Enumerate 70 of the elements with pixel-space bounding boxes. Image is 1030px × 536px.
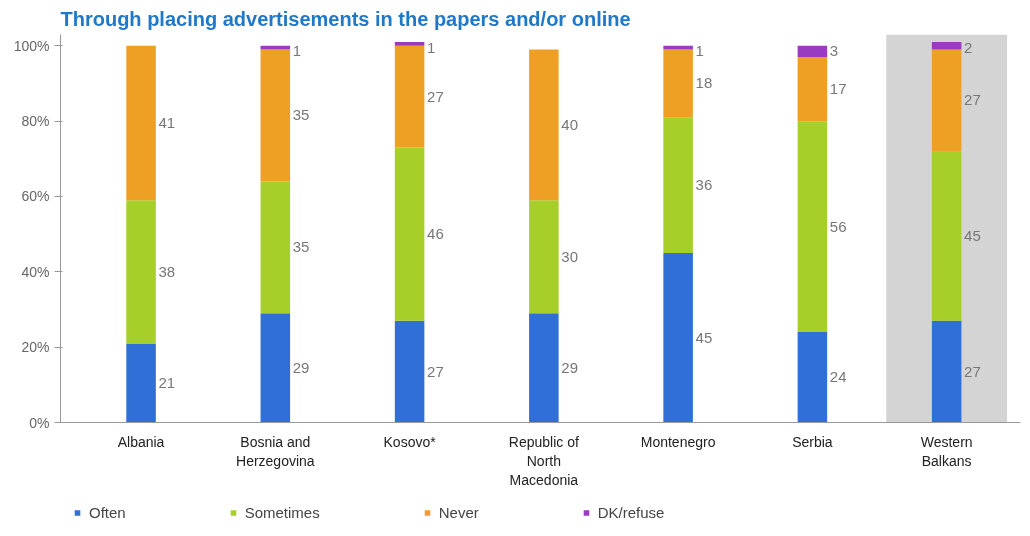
legend-label: DK/refuse: [597, 503, 665, 521]
chart-title: Through placing advertisements in the papers and/or online: [60, 7, 631, 30]
data-label: 1: [292, 42, 302, 60]
data-label: 29: [561, 358, 578, 376]
data-label: 18: [695, 74, 713, 92]
bar: [529, 313, 559, 423]
x-tick-label: Montenegro: [640, 433, 716, 450]
legend-label: Often: [89, 503, 126, 521]
bar: [931, 151, 962, 321]
bar: [931, 320, 962, 423]
bar: [663, 49, 693, 118]
data-label: 3: [829, 42, 839, 60]
bar: [797, 121, 828, 333]
data-label: 38: [158, 262, 176, 280]
bar: [394, 45, 425, 148]
bar: [394, 147, 425, 321]
y-tick-label: 60%: [21, 188, 50, 205]
bar: [797, 45, 828, 58]
bar: [260, 45, 291, 50]
y-tick-label: 40%: [21, 263, 50, 280]
bar: [529, 49, 559, 201]
legend-label: Sometimes: [244, 503, 320, 521]
data-label: 36: [695, 176, 713, 194]
x-tick-label: Western Balkans: [920, 433, 973, 469]
bar: [126, 343, 156, 423]
bar: [126, 200, 156, 344]
x-tick-label: Serbia: [792, 433, 833, 450]
data-label: 1: [695, 42, 704, 60]
data-label: 35: [292, 238, 310, 256]
data-label: 40: [561, 115, 578, 133]
data-label: 24: [829, 368, 847, 386]
bar: [931, 42, 962, 50]
bar: [529, 200, 559, 314]
data-label: 29: [292, 358, 310, 376]
data-label: 1: [427, 38, 436, 56]
y-tick-label: 80%: [21, 113, 50, 130]
data-label: 30: [561, 247, 578, 265]
data-label: 27: [964, 91, 981, 109]
x-tick-label: Bosnia and Herzegovina: [236, 433, 315, 469]
data-label: 56: [829, 217, 847, 235]
data-label: 35: [292, 106, 310, 124]
data-label: 2: [964, 38, 973, 56]
data-label: 27: [964, 362, 981, 380]
bar: [797, 57, 828, 122]
bar: [260, 181, 291, 314]
y-tick-label: 0%: [29, 414, 50, 431]
bar: [394, 42, 425, 46]
data-label: 27: [427, 362, 444, 380]
legend-label: Never: [438, 503, 479, 521]
data-label: 17: [829, 80, 847, 98]
data-label: 46: [427, 225, 444, 243]
x-tick-label: Republic of North Macedonia: [508, 433, 579, 488]
bar: [663, 117, 693, 253]
data-label: 45: [964, 227, 981, 245]
bar: [663, 45, 693, 50]
bar: [126, 45, 156, 201]
x-tick-label: Albania: [117, 433, 165, 450]
data-label: 27: [427, 87, 444, 105]
data-label: 41: [158, 114, 176, 132]
data-label: 45: [695, 328, 713, 346]
bar: [931, 49, 962, 152]
bar: [797, 332, 828, 423]
y-tick-label: 20%: [21, 339, 50, 356]
bar: [260, 49, 291, 182]
data-label: 21: [158, 373, 176, 391]
y-tick-label: 100%: [13, 37, 50, 54]
bar: [663, 252, 693, 423]
bar: [260, 313, 291, 423]
bar: [394, 320, 425, 423]
x-tick-label: Kosovo*: [383, 433, 437, 450]
